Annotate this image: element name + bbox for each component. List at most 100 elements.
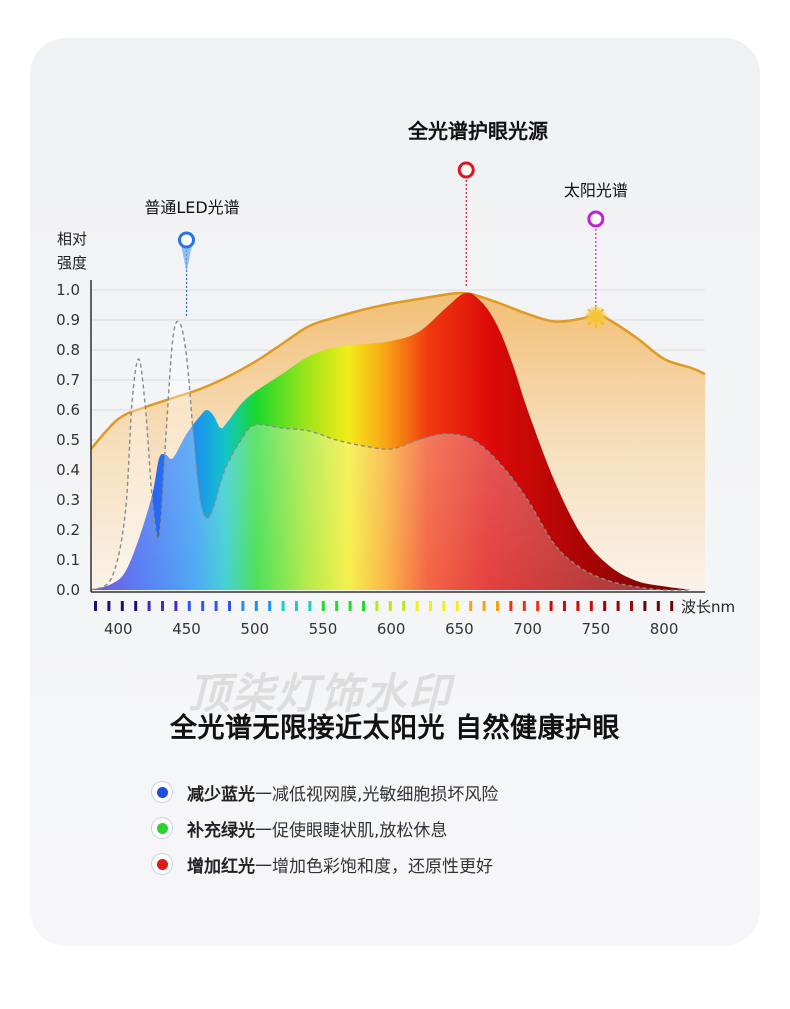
- wavelength-tick: [656, 601, 660, 611]
- benefit-list: 减少蓝光 一减低视网膜,光敏细胞损坏风险 补充绿光 一促使眼睫状肌,放松休息 增…: [152, 774, 498, 882]
- wavelength-tick: [94, 601, 97, 611]
- wavelength-tick: [429, 601, 432, 611]
- wavelength-tick: [509, 601, 513, 611]
- wavelength-tick: [174, 601, 178, 611]
- y-tick-label: 0.8: [56, 341, 80, 359]
- pin-tail: [181, 247, 192, 272]
- y-tick-label: 0.7: [56, 371, 80, 389]
- wavelength-tick: [228, 601, 231, 611]
- wavelength-tick: [201, 601, 205, 611]
- wavelength-tick: [536, 601, 540, 611]
- y-axis-label: 相对: [57, 230, 87, 248]
- wavelength-tick: [281, 601, 285, 611]
- green-dot-icon: [152, 818, 172, 838]
- wavelength-tick: [214, 601, 218, 611]
- annotation-label: 普通LED光谱: [144, 198, 239, 217]
- x-tick-label: 450: [172, 620, 201, 638]
- y-tick-label: 0.2: [56, 521, 80, 539]
- wavelength-tick: [643, 601, 647, 611]
- pin-marker-icon: [587, 210, 605, 228]
- y-tick-label: 0.3: [56, 491, 80, 509]
- wavelength-tick: [563, 601, 566, 611]
- wavelength-tick: [107, 601, 111, 611]
- benefit-title: 补充绿光: [187, 820, 255, 841]
- sun-ray: [600, 321, 605, 326]
- benefit-text: 一减低视网膜,光敏细胞损坏风险: [255, 784, 499, 805]
- wavelength-tick: [321, 601, 325, 611]
- x-tick-label: 400: [104, 620, 133, 638]
- wavelength-tick: [241, 601, 245, 611]
- wavelength-tick: [187, 601, 191, 611]
- x-tick-label: 550: [309, 620, 338, 638]
- x-axis-label: 波长nm: [681, 598, 735, 616]
- wavelength-color-strip: [94, 601, 674, 611]
- pin-marker-icon: [457, 161, 475, 179]
- x-tick-label: 600: [377, 620, 406, 638]
- x-tick-label: 650: [445, 620, 474, 638]
- wavelength-tick: [589, 601, 593, 611]
- sun-ray: [600, 308, 605, 313]
- wavelength-tick: [161, 601, 164, 611]
- benefit-item-red: 增加红光 一增加色彩饱和度，还原性更好: [152, 846, 498, 882]
- sun-core: [590, 311, 602, 323]
- wavelength-tick: [415, 601, 419, 611]
- wavelength-tick: [134, 601, 138, 611]
- wavelength-tick: [442, 601, 446, 611]
- wavelength-tick: [120, 601, 124, 611]
- led-spectrum-line: [90, 320, 692, 591]
- y-tick-label: 0.4: [56, 461, 80, 479]
- spectrum-chart: 0.0 0.1 0.2 0.3 0.4 0.5 0.6 0.7 0.8 0.9 1.0 400 450 5…: [56, 119, 735, 638]
- benefit-title: 减少蓝光: [187, 784, 255, 805]
- benefit-item-blue: 减少蓝光 一减低视网膜,光敏细胞损坏风险: [152, 774, 498, 810]
- y-tick-label: 0.6: [56, 401, 80, 419]
- watermark: 顶柒灯饰水印: [188, 669, 453, 718]
- y-tick-label: 1.0: [56, 281, 80, 299]
- wavelength-tick: [522, 601, 526, 611]
- wavelength-tick: [630, 601, 633, 611]
- axes: [90, 280, 705, 593]
- wavelength-tick: [254, 601, 258, 611]
- red-dot-icon: [152, 854, 172, 874]
- y-tick-label: 0.1: [56, 551, 80, 569]
- annotation-label: 太阳光谱: [564, 181, 628, 200]
- tick-labels: 0.0 0.1 0.2 0.3 0.4 0.5 0.6 0.7 0.8 0.9 1.0 400 450 5…: [56, 230, 735, 638]
- headline: 全光谱无限接近太阳光 自然健康护眼: [170, 713, 620, 744]
- x-tick-label: 800: [650, 620, 679, 638]
- sun-spectrum-line: [90, 291, 706, 450]
- wavelength-tick: [549, 601, 553, 611]
- blue-dot-icon: [152, 782, 172, 802]
- wavelength-tick: [469, 601, 473, 611]
- x-tick-label: 700: [513, 620, 542, 638]
- y-tick-label: 0.5: [56, 431, 80, 449]
- annotation-label: 全光谱护眼光源: [407, 119, 548, 143]
- wavelength-tick: [362, 601, 365, 611]
- sun-ray: [587, 321, 592, 326]
- wavelength-tick: [616, 601, 620, 611]
- benefit-title: 增加红光: [187, 856, 255, 877]
- benefit-text: 一增加色彩饱和度，还原性更好: [255, 856, 493, 877]
- wavelength-tick: [295, 601, 298, 611]
- wavelength-tick: [482, 601, 486, 611]
- wavelength-tick: [375, 601, 379, 611]
- benefit-item-green: 补充绿光 一促使眼睫状肌,放松休息: [152, 810, 498, 846]
- x-tick-label: 500: [240, 620, 269, 638]
- wavelength-tick: [348, 601, 352, 611]
- x-tick-label: 750: [582, 620, 611, 638]
- wavelength-tick: [496, 601, 499, 611]
- wavelength-tick: [335, 601, 339, 611]
- wavelength-tick: [576, 601, 580, 611]
- led-spectrum-area: [91, 321, 692, 591]
- pin-marker-icon: [178, 231, 196, 249]
- wavelength-tick: [603, 601, 607, 611]
- sun-ray: [587, 308, 592, 313]
- wavelength-tick: [147, 601, 151, 611]
- wavelength-tick: [268, 601, 272, 611]
- y-tick-label: 0.9: [56, 311, 80, 329]
- wavelength-tick: [402, 601, 406, 611]
- y-axis-label: 强度: [57, 254, 87, 272]
- y-tick-label: 0.0: [56, 581, 80, 599]
- benefit-text: 一促使眼睫状肌,放松休息: [255, 820, 448, 841]
- wavelength-tick: [388, 601, 392, 611]
- wavelength-tick: [455, 601, 459, 611]
